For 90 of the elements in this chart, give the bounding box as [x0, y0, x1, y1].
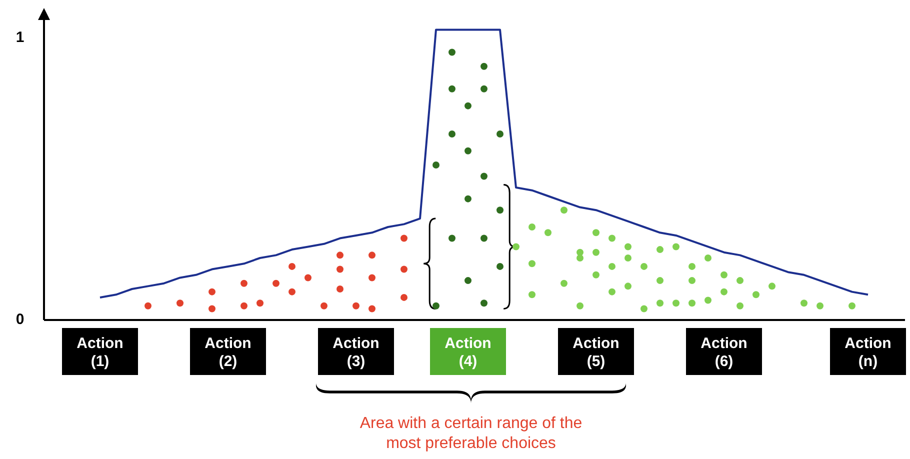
point	[464, 277, 472, 284]
point	[640, 305, 648, 312]
point	[496, 206, 504, 214]
point	[240, 302, 248, 310]
point	[400, 234, 408, 242]
point	[368, 274, 376, 282]
x-tick-label: Action (1)	[76, 335, 124, 370]
point	[432, 302, 440, 310]
point	[208, 288, 216, 296]
point	[480, 300, 488, 307]
point	[576, 254, 584, 262]
point	[560, 280, 568, 287]
point	[496, 262, 504, 270]
point	[688, 262, 696, 270]
point	[576, 302, 584, 310]
point	[720, 271, 728, 278]
line-series	[99, 28, 869, 298]
point	[480, 234, 488, 242]
point	[448, 234, 456, 242]
point	[624, 254, 632, 262]
point	[464, 195, 472, 202]
point	[736, 277, 744, 284]
point	[352, 302, 360, 310]
point	[624, 243, 632, 250]
point	[704, 296, 712, 304]
point	[544, 229, 552, 236]
point	[176, 300, 184, 307]
point	[464, 147, 472, 154]
point	[672, 300, 680, 307]
point	[656, 246, 664, 254]
point	[688, 277, 696, 284]
point	[368, 252, 376, 259]
point	[656, 277, 664, 284]
point	[688, 300, 696, 307]
point	[848, 302, 856, 310]
point	[608, 234, 616, 242]
point	[256, 300, 264, 307]
y-tick-label: 1	[16, 29, 24, 46]
point	[640, 262, 648, 270]
point	[336, 266, 344, 273]
point	[144, 302, 152, 310]
x-tick-label: Action (3)	[332, 335, 380, 370]
point	[528, 224, 536, 230]
x-tick-label: Action (6)	[700, 335, 748, 370]
text: Area with a certain range of the most preferable choices	[360, 415, 582, 452]
point	[480, 172, 488, 180]
point	[800, 300, 808, 307]
point	[288, 262, 296, 270]
point	[592, 271, 600, 278]
point	[208, 305, 216, 312]
point	[400, 266, 408, 273]
x-tick-label: Action (4)	[444, 335, 492, 370]
point	[768, 282, 776, 290]
point	[272, 280, 280, 287]
point	[320, 302, 328, 310]
point	[656, 300, 664, 307]
point	[528, 260, 536, 268]
point	[480, 85, 488, 92]
point	[480, 62, 488, 70]
point	[528, 291, 536, 298]
point	[496, 130, 504, 138]
x-tick-label: Action (n)	[844, 335, 892, 370]
point	[736, 302, 744, 310]
point	[240, 280, 248, 287]
point	[720, 288, 728, 296]
point	[704, 254, 712, 262]
point	[288, 288, 296, 296]
point	[336, 286, 344, 292]
point	[448, 48, 456, 56]
point	[336, 252, 344, 259]
point	[608, 262, 616, 270]
point	[448, 85, 456, 92]
point	[816, 302, 824, 310]
x-tick-label: Action (5)	[572, 335, 620, 370]
point	[672, 243, 680, 250]
point	[512, 243, 520, 250]
point	[592, 248, 600, 256]
point	[304, 274, 312, 282]
y-tick-label: 0	[16, 310, 24, 328]
point	[592, 229, 600, 236]
point	[400, 294, 408, 301]
point	[608, 288, 616, 296]
point	[464, 102, 472, 110]
point	[368, 305, 376, 312]
point	[752, 291, 760, 298]
point	[432, 162, 440, 168]
point	[624, 282, 632, 290]
x-tick-label: Action (2)	[204, 335, 252, 370]
point	[448, 130, 456, 138]
point	[560, 206, 568, 214]
